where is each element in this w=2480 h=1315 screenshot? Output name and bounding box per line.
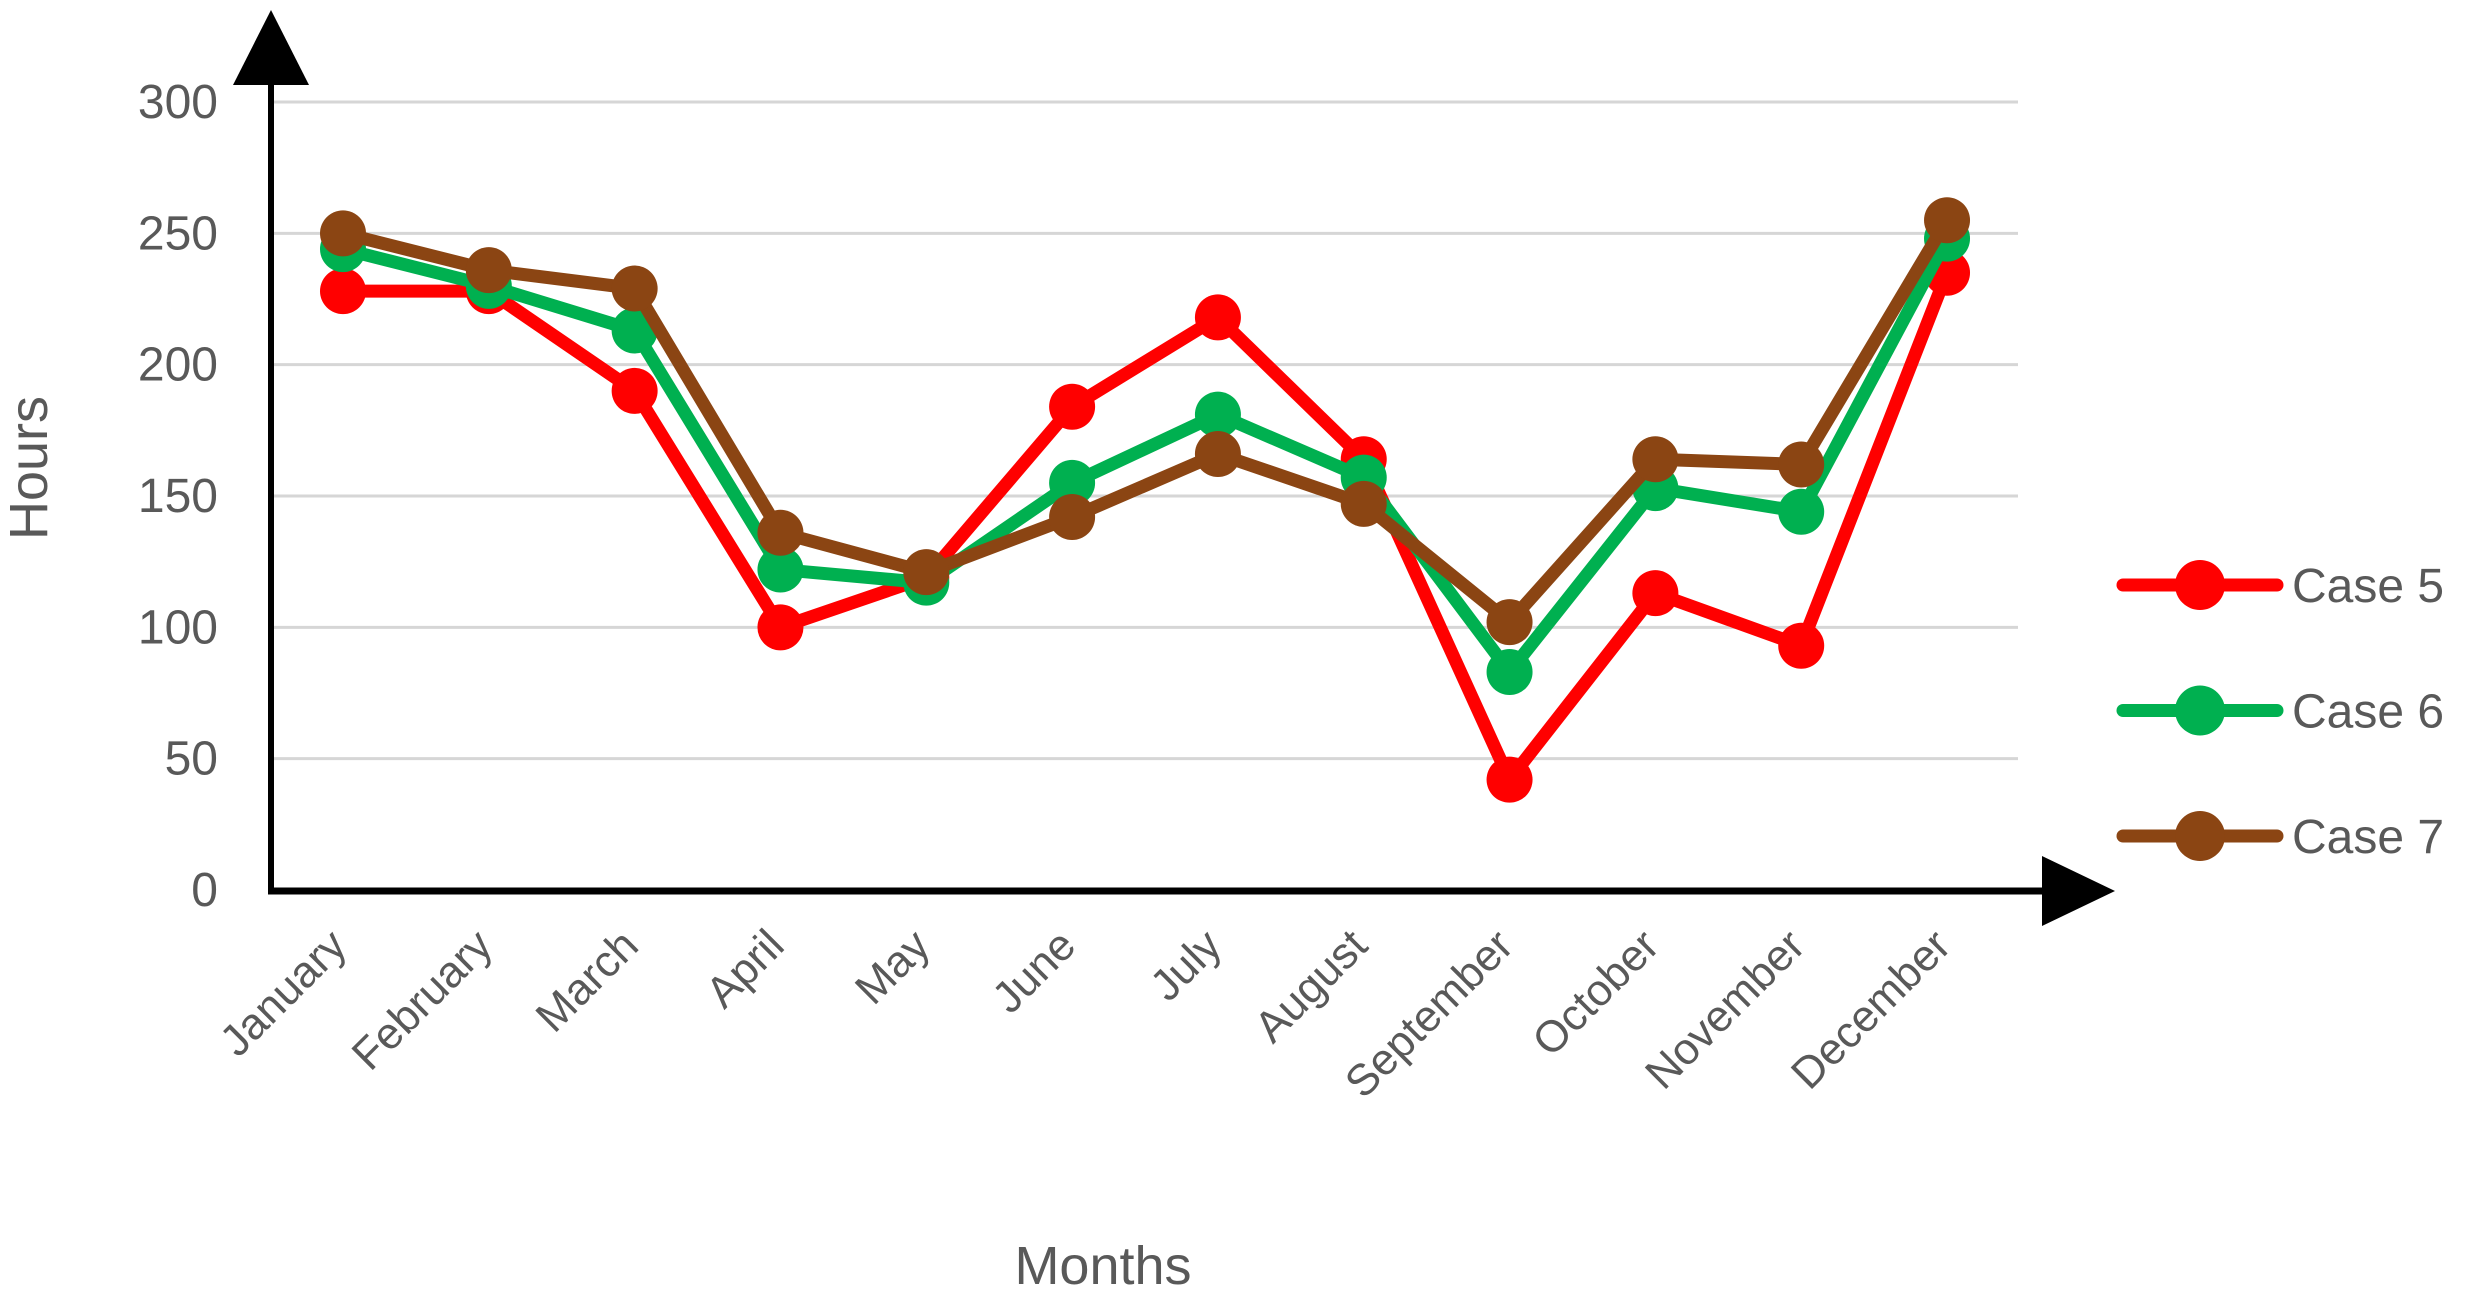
data-point-marker [320,268,366,315]
legend-marker-dot [2175,685,2225,736]
x-axis-title: Months [1014,1236,1191,1296]
y-tick-label: 150 [138,470,218,523]
data-point-marker [1049,494,1096,541]
data-point-marker [1632,436,1679,483]
gridlines [271,100,2018,761]
x-tick-label: July [1141,920,1231,1010]
series-line [336,266,1954,787]
series-case-7 [320,197,1971,646]
data-point-marker [1049,459,1096,506]
data-point-marker [320,210,366,257]
data-point-marker [1194,391,1241,438]
y-axis-title: Hours [0,396,59,540]
y-tick-label: 50 [165,733,218,786]
series-line [336,213,1954,629]
x-tick-label: April [697,920,794,1017]
x-tick-label: May [846,920,939,1013]
y-tick-label: 300 [138,76,218,129]
data-point-marker [1340,480,1387,527]
x-tick-label: March [527,920,648,1041]
data-point-marker [1778,622,1825,669]
data-point-marker [1194,430,1241,477]
series-line [336,232,1954,679]
x-tick-label: December [1782,920,1960,1098]
legend-label: Case 5 [2292,560,2444,613]
legend-label: Case 6 [2292,686,2444,739]
data-point-marker [465,247,512,294]
data-point-marker [1778,441,1825,488]
legend-marker-dot [2175,560,2225,610]
legend-item-case-5: Case 5 [2116,560,2444,613]
y-axis [233,10,309,893]
y-axis-arrow-icon [233,10,309,85]
x-tick-label: August [1245,920,1377,1052]
data-point-marker [1924,197,1971,244]
legend-item-case-7: Case 7 [2116,811,2444,864]
data-point-marker [611,367,658,414]
data-point-marker [1194,294,1241,341]
data-point-marker [1632,570,1679,617]
data-point-marker [903,549,950,596]
data-point-marker [757,546,804,593]
data-point-marker [1778,488,1825,535]
data-point-marker [611,265,658,312]
legend-label: Case 7 [2292,811,2444,864]
data-point-marker [1486,648,1533,695]
x-tick-label: January [211,920,356,1065]
x-tick-label: November [1636,920,1814,1098]
x-tick-label: February [343,920,502,1079]
x-axis-arrow-icon [2042,856,2115,926]
y-tick-labels: 0 50 100 150 200 250 300 [138,76,218,917]
legend-marker-dot [2175,811,2225,861]
y-tick-label: 250 [138,207,218,260]
y-tick-label: 100 [138,601,218,654]
data-point-marker [757,509,804,556]
data-point-marker [1049,383,1096,430]
data-point-marker [1486,756,1533,803]
legend-item-case-6: Case 6 [2116,685,2444,739]
legend: Case 5 Case 6 Case 7 [2116,560,2444,864]
x-tick-label: October [1523,920,1668,1065]
x-axis [268,856,2115,926]
y-tick-label: 200 [138,339,218,392]
data-point-marker [757,604,804,651]
series-lines [320,197,1971,803]
data-point-marker [1486,599,1533,646]
x-tick-label: June [983,920,1085,1022]
y-tick-label: 0 [191,864,218,917]
series-case-5 [320,249,1971,803]
